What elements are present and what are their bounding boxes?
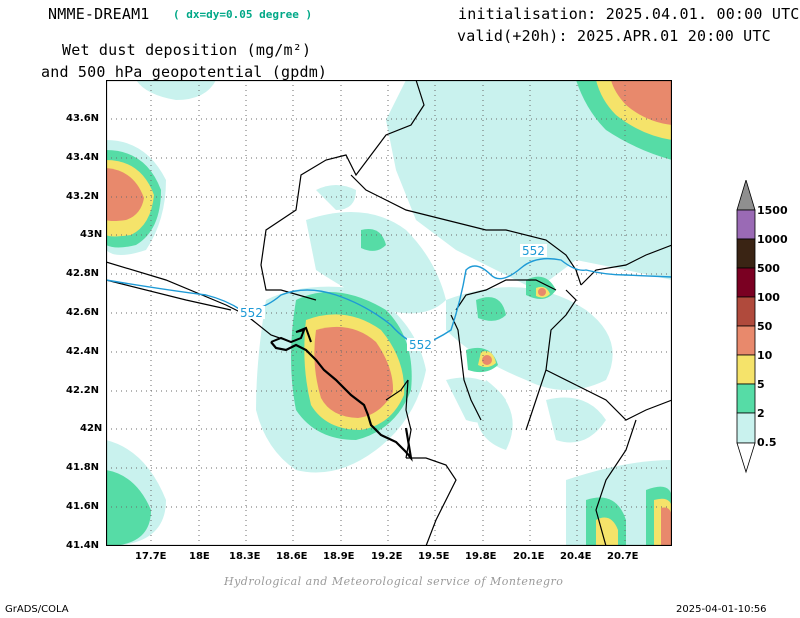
lat-label: 43N	[80, 229, 103, 240]
country-borders	[106, 80, 672, 546]
init-time: initialisation: 2025.04.01. 00:00 UTC	[458, 5, 800, 23]
credit-line: Hydrological and Meteorological service …	[224, 575, 564, 588]
lon-label: 17.7E	[135, 551, 167, 562]
deposition-10-50	[106, 80, 672, 546]
colorbar-segment	[736, 383, 756, 414]
lat-label: 41.8N	[66, 462, 100, 473]
colorbar-segment	[736, 354, 756, 385]
colorbar-label: 100	[757, 291, 780, 304]
contour-label: 552	[522, 244, 545, 258]
coastline	[270, 341, 413, 462]
lat-label: 43.4N	[66, 152, 100, 163]
colorbar-label: 1000	[757, 233, 788, 246]
title-line-1: Wet dust deposition (mg/m²)	[62, 41, 312, 59]
bay-of-kotor	[270, 326, 312, 344]
contour-label-bg	[238, 306, 265, 319]
lon-label: 18E	[189, 551, 210, 562]
colorbar-label: 0.5	[757, 436, 777, 449]
colorbar-top-cap	[736, 180, 756, 211]
lon-label: 18.6E	[276, 551, 308, 562]
lon-label: 19.5E	[418, 551, 450, 562]
colorbar-segment	[736, 267, 756, 298]
lat-label: 43.6N	[66, 113, 100, 124]
lon-label: 19.8E	[465, 551, 497, 562]
colorbar-label: 1500	[757, 204, 788, 217]
colorbar-segment	[736, 296, 756, 327]
forecast-map: 552 552 552	[106, 80, 672, 546]
map-frame	[106, 80, 672, 546]
colorbar-label: 5	[757, 378, 765, 391]
colorbar-label: 50	[757, 320, 773, 333]
lon-label: 19.2E	[371, 551, 403, 562]
colorbar-segment	[736, 238, 756, 269]
lat-label: 42.8N	[66, 268, 100, 279]
lon-label: 18.3E	[229, 551, 261, 562]
lat-label: 41.4N	[66, 540, 100, 551]
colorbar-label: 10	[757, 349, 773, 362]
contour-label: 552	[409, 338, 432, 352]
lat-label: 43.2N	[66, 191, 100, 202]
lat-label: 42.6N	[66, 307, 100, 318]
software-credit: GrADS/COLA	[5, 604, 69, 615]
colorbar-label: 500	[757, 262, 780, 275]
lon-label: 20.4E	[560, 551, 592, 562]
colorbar-segment	[736, 412, 756, 444]
lon-label: 20.7E	[607, 551, 639, 562]
lat-label: 42.2N	[66, 385, 100, 396]
title-line-2: and 500 hPa geopotential (gpdm)	[41, 63, 328, 81]
lon-label: 18.9E	[323, 551, 355, 562]
colorbar	[736, 180, 756, 474]
render-timestamp: 2025-04-01-10:56	[676, 604, 767, 615]
colorbar-label: 2	[757, 407, 765, 420]
lat-label: 42.4N	[66, 346, 100, 357]
colorbar-segment	[736, 325, 756, 356]
contour-label-bg	[520, 244, 547, 257]
lat-label: 41.6N	[66, 501, 100, 512]
lat-label: 42N	[80, 423, 103, 434]
model-name: NMME-DREAM1	[48, 5, 150, 23]
lon-label: 20.1E	[513, 551, 545, 562]
contour-label: 552	[240, 306, 263, 320]
resolution-note: ( dx=dy=0.05 degree )	[173, 8, 313, 21]
contour-label-bg	[407, 338, 434, 351]
valid-time: valid(+20h): 2025.APR.01 20:00 UTC	[457, 27, 771, 45]
colorbar-bottom-cap	[736, 442, 756, 474]
colorbar-segment	[736, 209, 756, 240]
